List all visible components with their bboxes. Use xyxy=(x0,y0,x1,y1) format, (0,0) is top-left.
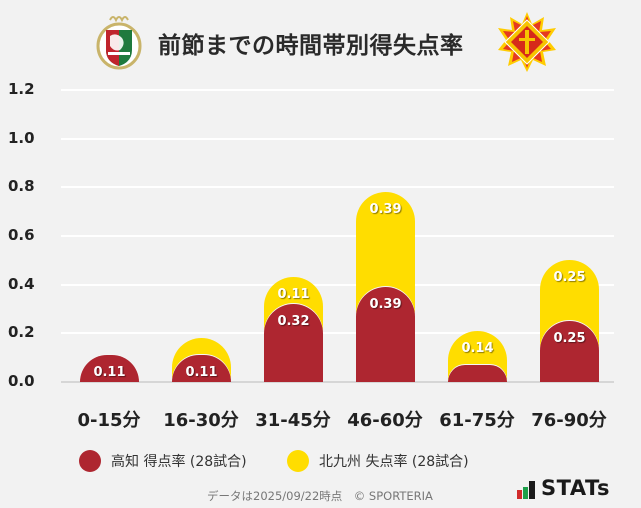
gridline xyxy=(61,138,614,140)
x-tick-label: 46-60分 xyxy=(347,410,423,431)
chart-header: 前節までの時間帯別得失点率 xyxy=(0,0,641,80)
data-source-note: データは2025/09/22時点 © SPORTERIA xyxy=(207,489,433,503)
y-tick-label: 0.4 xyxy=(8,275,35,293)
x-tick-label: 76-90分 xyxy=(531,410,607,431)
bar-value-label: 0.11 xyxy=(277,287,310,303)
y-tick-label: 1.2 xyxy=(8,80,35,98)
bar-value-label: 0.14 xyxy=(461,340,494,356)
bar-value-label: 0.11 xyxy=(185,365,218,380)
chart-title: 前節までの時間帯別得失点率 xyxy=(158,33,464,59)
x-axis-baseline xyxy=(61,381,614,383)
bar-value-label: 0.32 xyxy=(277,314,310,330)
y-tick-label: 0.6 xyxy=(8,226,35,244)
gridline xyxy=(61,186,614,188)
bar-kochi-scored[interactable] xyxy=(448,364,507,382)
legend-label: 北九州 失点率 (28試合) xyxy=(319,454,469,470)
bar-value-label: 0.25 xyxy=(553,270,586,286)
legend-yellow-dot-icon xyxy=(287,450,309,472)
legend-label: 高知 得点率 (28試合) xyxy=(111,454,247,470)
giravanz-kitakyushu-logo-icon xyxy=(498,12,556,72)
gridline xyxy=(61,284,614,286)
stats-bars-icon xyxy=(517,481,535,499)
gridline xyxy=(61,235,614,237)
bar-kochi-scored[interactable] xyxy=(540,321,599,382)
y-tick-label: 1.0 xyxy=(8,129,35,147)
bar-value-label: 0.11 xyxy=(93,365,126,380)
bar-value-label: 0.25 xyxy=(553,331,586,347)
kochi-united-logo-icon xyxy=(96,16,142,70)
bar-kochi-scored[interactable] xyxy=(264,304,323,382)
x-tick-label: 16-30分 xyxy=(163,410,239,431)
y-tick-label: 0.0 xyxy=(8,372,35,390)
x-tick-label: 31-45分 xyxy=(255,410,331,431)
x-tick-label: 0-15分 xyxy=(77,410,141,431)
y-tick-label: 0.2 xyxy=(8,323,35,341)
legend-item-kitakyushu[interactable]: 北九州 失点率 (28試合) xyxy=(287,450,469,472)
x-tick-label: 61-75分 xyxy=(439,410,515,431)
bar-kochi-scored[interactable] xyxy=(356,287,415,382)
legend-item-kochi[interactable]: 高知 得点率 (28試合) xyxy=(79,450,247,472)
stats-brand-text: STATs xyxy=(541,476,610,500)
legend-red-dot-icon xyxy=(79,450,101,472)
y-tick-label: 0.8 xyxy=(8,177,35,195)
bar-value-label: 0.39 xyxy=(369,297,402,313)
stats-brand-logo: STATs xyxy=(517,478,610,499)
gridline xyxy=(61,332,614,334)
bar-value-label: 0.39 xyxy=(369,202,402,218)
gridline xyxy=(61,89,614,91)
